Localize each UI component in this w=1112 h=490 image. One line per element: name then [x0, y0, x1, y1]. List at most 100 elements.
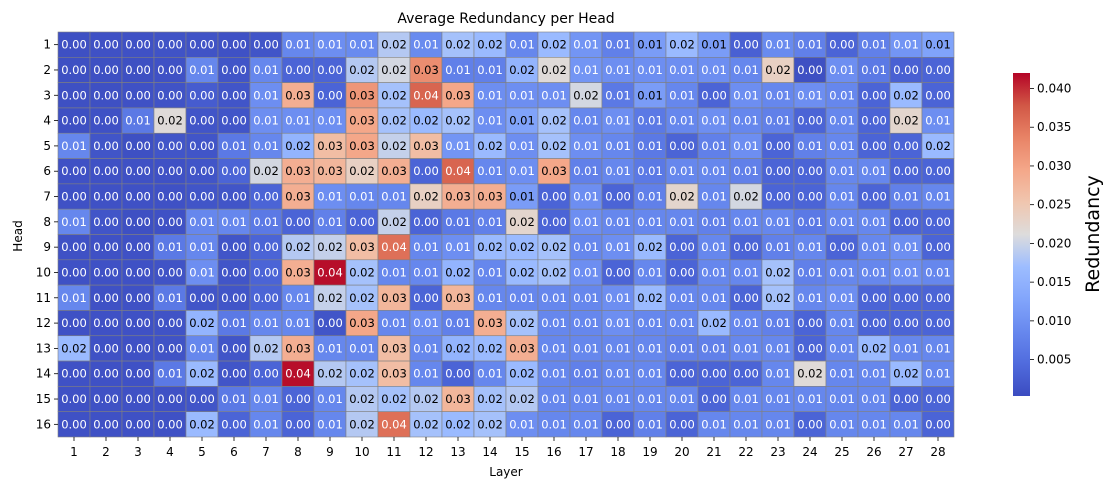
heatmap-cell [857, 82, 891, 109]
cell-value-label: 0.02 [893, 114, 919, 128]
cell-value-label: 0.01 [733, 341, 759, 355]
heatmap-cell [921, 360, 955, 387]
heatmap-cell [761, 158, 795, 185]
cell-value-label: 0.01 [573, 63, 599, 77]
cell-value-label: 0.01 [765, 367, 791, 381]
cell-value-label: 0.00 [445, 367, 471, 381]
heatmap-cell [921, 183, 955, 210]
cell-value-label: 0.01 [445, 63, 471, 77]
cell-value-label: 0.01 [893, 240, 919, 254]
heatmap-cell [473, 57, 507, 83]
heatmap-cell [473, 31, 507, 58]
heatmap-cell [889, 183, 923, 210]
cell-value-label: 0.01 [541, 88, 567, 102]
x-tick-label: 13 [450, 445, 465, 459]
cell-value-label: 0.01 [605, 114, 631, 128]
heatmap-cell [729, 284, 763, 311]
x-tick-label: 9 [326, 445, 334, 459]
cell-value-label: 0.02 [477, 38, 503, 52]
heatmap-cell [697, 335, 731, 362]
heatmap-cell [761, 57, 795, 83]
cell-value-label: 0.00 [221, 341, 247, 355]
cell-value-label: 0.04 [285, 367, 311, 381]
cell-value-label: 0.00 [925, 240, 951, 254]
cell-value-label: 0.01 [253, 88, 279, 102]
cell-value-label: 0.03 [349, 88, 375, 102]
heatmap-cell [281, 158, 315, 185]
heatmap-cell [825, 284, 859, 311]
cell-value-label: 0.01 [765, 316, 791, 330]
y-tick-label: 14 [36, 367, 51, 381]
cell-value-label: 0.01 [381, 316, 407, 330]
cell-value-label: 0.00 [157, 164, 183, 178]
cell-value-label: 0.01 [829, 63, 855, 77]
cell-value-label: 0.00 [669, 367, 695, 381]
cell-value-label: 0.00 [669, 417, 695, 431]
cell-value-label: 0.01 [413, 316, 439, 330]
cell-value-label: 0.02 [765, 291, 791, 305]
x-tick-label: 26 [866, 445, 881, 459]
heatmap-cell [409, 82, 443, 109]
cell-value-label: 0.02 [445, 341, 471, 355]
cell-value-label: 0.01 [829, 215, 855, 229]
cell-value-label: 0.00 [861, 291, 887, 305]
cell-value-label: 0.00 [61, 164, 87, 178]
heatmap-cell [825, 183, 859, 210]
cell-value-label: 0.03 [445, 291, 471, 305]
cell-value-label: 0.00 [221, 164, 247, 178]
colorbar-tick-label: 0.015 [1037, 275, 1071, 289]
heatmap-cell [505, 386, 539, 412]
heatmap-cell [761, 107, 795, 134]
heatmap-cell [665, 208, 699, 235]
cell-value-label: 0.00 [125, 215, 151, 229]
cell-value-label: 0.00 [189, 139, 215, 153]
colorbar-tick-label: 0.020 [1037, 236, 1071, 250]
heatmap-cell [441, 411, 475, 438]
cell-value-label: 0.00 [157, 215, 183, 229]
heatmap-cell [249, 158, 283, 185]
cell-value-label: 0.03 [285, 164, 311, 178]
cell-value-label: 0.03 [381, 291, 407, 305]
cell-value-label: 0.01 [701, 417, 727, 431]
cell-value-label: 0.02 [445, 265, 471, 279]
cell-value-label: 0.01 [669, 164, 695, 178]
heatmap-cell [313, 284, 347, 311]
cell-value-label: 0.01 [541, 316, 567, 330]
cell-value-label: 0.03 [509, 341, 535, 355]
cell-value-label: 0.00 [125, 392, 151, 406]
cell-value-label: 0.00 [125, 316, 151, 330]
heatmap-cell [281, 259, 315, 286]
cell-value-label: 0.02 [317, 240, 343, 254]
heatmap-cell [569, 360, 603, 387]
heatmap-cell [729, 57, 763, 83]
cell-value-label: 0.01 [541, 417, 567, 431]
heatmap-cell [473, 208, 507, 235]
heatmap-cell [409, 310, 443, 337]
cell-value-label: 0.02 [253, 164, 279, 178]
cell-value-label: 0.01 [477, 265, 503, 279]
heatmap-cell [153, 259, 187, 286]
heatmap-cell [857, 158, 891, 185]
heatmap-cell [217, 31, 251, 58]
cell-value-label: 0.00 [61, 265, 87, 279]
cell-value-label: 0.00 [893, 316, 919, 330]
cell-value-label: 0.01 [317, 114, 343, 128]
y-tick-label: 15 [36, 392, 51, 406]
cell-value-label: 0.01 [285, 114, 311, 128]
heatmap-cell [89, 158, 123, 185]
cell-value-label: 0.01 [701, 114, 727, 128]
heatmap-cell [761, 132, 795, 159]
colorbar-tick-label: 0.040 [1037, 81, 1071, 95]
cell-value-label: 0.00 [925, 88, 951, 102]
heatmap-cell [601, 82, 635, 109]
heatmap-cell [281, 284, 315, 311]
cell-value-label: 0.01 [573, 139, 599, 153]
cell-value-label: 0.02 [477, 417, 503, 431]
heatmap-cell [281, 57, 315, 83]
heatmap-cell [697, 82, 731, 109]
cell-value-label: 0.04 [413, 88, 439, 102]
heatmap-cell [537, 31, 571, 58]
cell-value-label: 0.01 [509, 417, 535, 431]
heatmap-cell [441, 183, 475, 210]
cell-value-label: 0.00 [61, 316, 87, 330]
